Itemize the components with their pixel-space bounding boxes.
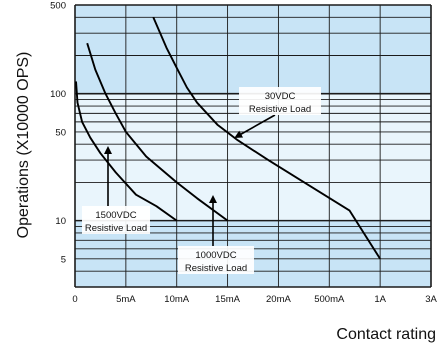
annotation-box-1: [178, 246, 254, 274]
annotation-box-2: [239, 87, 321, 115]
series-line-1: [86, 42, 229, 222]
x-tick-label: 15mA: [215, 294, 240, 305]
y-tick-label: 10: [55, 216, 66, 227]
x-tick-label: 3A: [425, 294, 437, 305]
x-tick-label: 0: [72, 294, 77, 305]
annotation-label-0-1: Resistive Load: [85, 223, 147, 234]
y-tick-label: 500: [50, 1, 66, 12]
y-tick-label: 50: [55, 127, 66, 138]
annotation-label-2-0: 30VDC: [265, 91, 296, 102]
background-bands: [75, 5, 431, 287]
y-axis-label: Operations (X10000 OPS): [15, 52, 32, 239]
annotation-box-0: [82, 206, 150, 234]
annotation-layer: 1500VDC Resistive Load 1000VDC Resistive Lo…: [82, 87, 321, 274]
y-tick-label: 100: [50, 89, 66, 100]
annotation-label-0-0: 1500VDC: [95, 210, 136, 221]
annotation-label-1-0: 1000VDC: [195, 250, 236, 261]
series-line-0: [75, 81, 178, 222]
tick-labels: 0 5mA 10mA 15mA 20mA 500mA 1A 3A 5 10 50 100 500: [50, 1, 437, 306]
annotation-label-2-1: Resistive Load: [249, 104, 311, 115]
x-tick-label: 20mA: [266, 294, 291, 305]
decade-band-0: [75, 5, 431, 94]
x-tick-label: 5mA: [116, 294, 136, 305]
x-tick-label: 1A: [374, 294, 386, 305]
annotation-label-1-1: Resistive Load: [185, 263, 247, 274]
x-axis-label: Contact rating: [336, 326, 436, 343]
annotation-arrow-2: [234, 114, 276, 138]
x-tick-label: 10mA: [164, 294, 189, 305]
series-layer: [75, 16, 381, 260]
y-tick-label: 5: [61, 254, 66, 265]
x-tick-label: 500mA: [314, 294, 345, 305]
